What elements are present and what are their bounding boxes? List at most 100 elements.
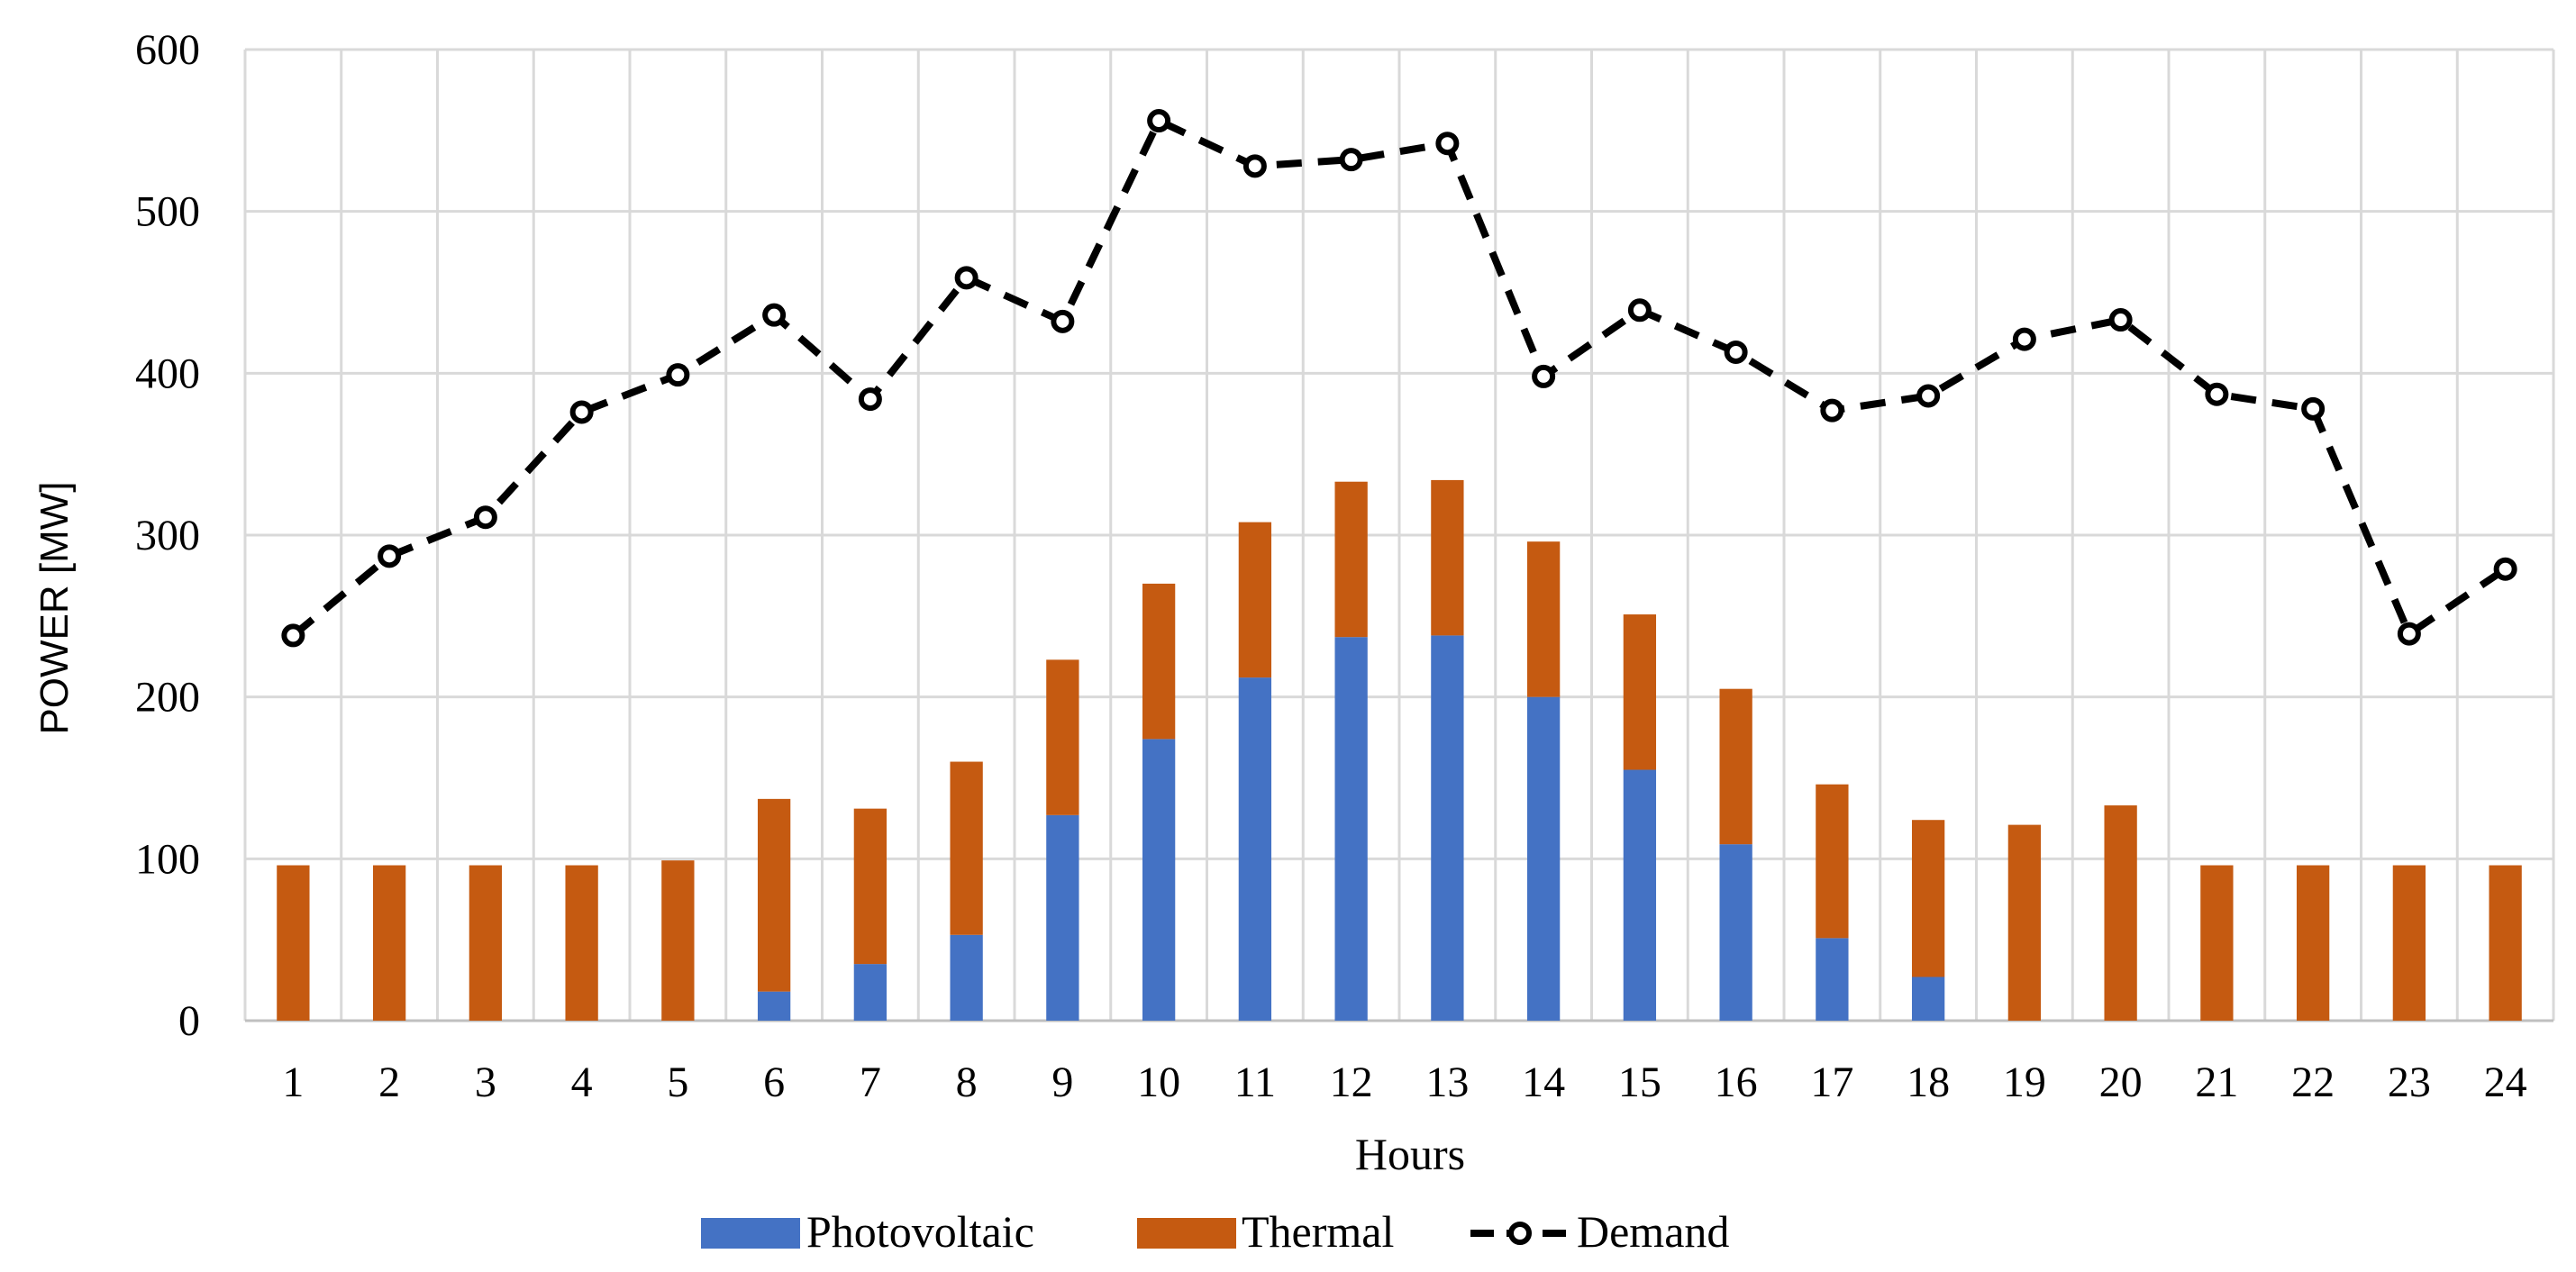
x-tick-label: 5 <box>667 1058 688 1106</box>
demand-series-line <box>290 117 2508 639</box>
demand-point <box>954 266 979 290</box>
bar-photovoltaic <box>1142 739 1176 1021</box>
legend-swatch-photovoltaic <box>701 1218 800 1249</box>
bar-photovoltaic <box>1046 814 1079 1021</box>
legend-marker-demand <box>1508 1222 1532 1245</box>
x-tick-label: 22 <box>2291 1058 2335 1106</box>
bar-thermal <box>2007 824 2042 1021</box>
bar-photovoltaic <box>950 934 983 1021</box>
bar-thermal <box>469 865 503 1021</box>
x-tick-label: 4 <box>571 1058 593 1106</box>
demand-point <box>2301 396 2326 421</box>
y-tick-label: 600 <box>135 26 200 74</box>
bar-photovoltaic <box>853 964 887 1021</box>
x-tick-label: 10 <box>1137 1058 1180 1106</box>
demand-point <box>1820 398 1844 422</box>
demand-point <box>762 303 787 327</box>
y-axis-ticks: 0 100 200 300 400 500 600 <box>135 26 200 1045</box>
bar-photovoltaic <box>1816 938 1849 1021</box>
x-tick-label: 6 <box>763 1058 785 1106</box>
bar-thermal <box>1719 688 1752 845</box>
legend-label-photovoltaic: Photovoltaic <box>806 1206 1034 1257</box>
bar-thermal <box>372 865 406 1021</box>
y-tick-label: 300 <box>135 512 200 559</box>
bar-thermal <box>950 761 983 935</box>
demand-point <box>2205 382 2229 406</box>
demand-point <box>1627 298 1652 323</box>
demand-point <box>1435 132 1460 156</box>
x-tick-label: 13 <box>1425 1058 1469 1106</box>
bar-thermal <box>1526 541 1561 697</box>
demand-point <box>2108 308 2133 332</box>
y-axis-title: POWER [MW] <box>32 481 77 734</box>
bar-thermal <box>2489 865 2522 1021</box>
y-tick-label: 100 <box>135 835 200 883</box>
x-tick-label: 12 <box>1330 1058 1373 1106</box>
bar-photovoltaic <box>757 991 791 1021</box>
x-tick-label: 9 <box>1051 1058 1073 1106</box>
bar-thermal <box>757 798 791 992</box>
x-tick-label: 23 <box>2388 1058 2431 1106</box>
bar-thermal <box>1142 583 1176 740</box>
demand-line <box>281 109 2517 648</box>
x-axis-title: Hours <box>1355 1129 1465 1179</box>
bar-photovoltaic <box>1719 844 1752 1021</box>
x-tick-label: 18 <box>1907 1058 1950 1106</box>
bar-thermal <box>1431 479 1464 636</box>
demand-point <box>569 400 594 424</box>
x-tick-label: 14 <box>1522 1058 1565 1106</box>
demand-point <box>281 623 305 648</box>
x-tick-label: 24 <box>2484 1058 2527 1106</box>
y-tick-label: 400 <box>135 350 200 397</box>
demand-point <box>1339 148 1363 172</box>
x-tick-label: 1 <box>282 1058 304 1106</box>
y-tick-label: 0 <box>178 997 200 1045</box>
y-tick-label: 500 <box>135 188 200 236</box>
bar-thermal <box>1046 659 1079 815</box>
demand-point <box>2493 557 2517 581</box>
legend-label-demand: Demand <box>1577 1206 1729 1257</box>
demand-point <box>473 505 497 530</box>
demand-point <box>1147 109 1171 133</box>
demand-point <box>1724 340 1748 364</box>
x-tick-label: 2 <box>378 1058 400 1106</box>
x-axis-ticks: 1 2 3 4 5 6 7 8 9 10 11 12 13 14 15 16 17 18 19 20 21 22 23 24 <box>282 1058 2526 1106</box>
bar-thermal <box>1911 820 1945 977</box>
x-tick-label: 20 <box>2099 1058 2143 1106</box>
legend-swatch-thermal <box>1137 1218 1236 1249</box>
bar-thermal <box>1334 481 1368 638</box>
demand-point <box>2012 327 2036 351</box>
bar-photovoltaic <box>1334 637 1368 1021</box>
bar-thermal <box>2392 865 2426 1021</box>
x-tick-label: 15 <box>1618 1058 1661 1106</box>
bar-thermal <box>565 865 598 1021</box>
x-tick-label: 3 <box>475 1058 496 1106</box>
x-tick-label: 11 <box>1234 1058 1276 1106</box>
bar-photovoltaic <box>1911 977 1945 1021</box>
bar-thermal <box>853 808 887 965</box>
legend: Photovoltaic Thermal Demand <box>701 1206 1729 1257</box>
demand-point <box>1532 364 1556 388</box>
bar-photovoltaic <box>1623 769 1657 1021</box>
bar-thermal <box>1238 522 1272 678</box>
bar-photovoltaic <box>1238 677 1272 1021</box>
grid <box>243 48 2555 1022</box>
bar-thermal <box>2104 805 2137 1021</box>
demand-point <box>858 387 882 412</box>
x-tick-label: 7 <box>860 1058 881 1106</box>
bars <box>277 479 2522 1021</box>
bar-thermal <box>277 865 310 1021</box>
y-tick-label: 200 <box>135 674 200 722</box>
x-tick-label: 8 <box>956 1058 978 1106</box>
bar-photovoltaic <box>1431 635 1464 1021</box>
x-tick-label: 21 <box>2195 1058 2238 1106</box>
bar-thermal <box>1816 784 1849 939</box>
x-tick-label: 16 <box>1715 1058 1758 1106</box>
demand-point <box>666 363 690 387</box>
x-tick-label: 19 <box>2003 1058 2046 1106</box>
bar-photovoltaic <box>1526 696 1561 1021</box>
legend-label-thermal: Thermal <box>1242 1206 1394 1257</box>
bar-thermal <box>2200 865 2234 1021</box>
bar-thermal <box>2296 865 2330 1021</box>
